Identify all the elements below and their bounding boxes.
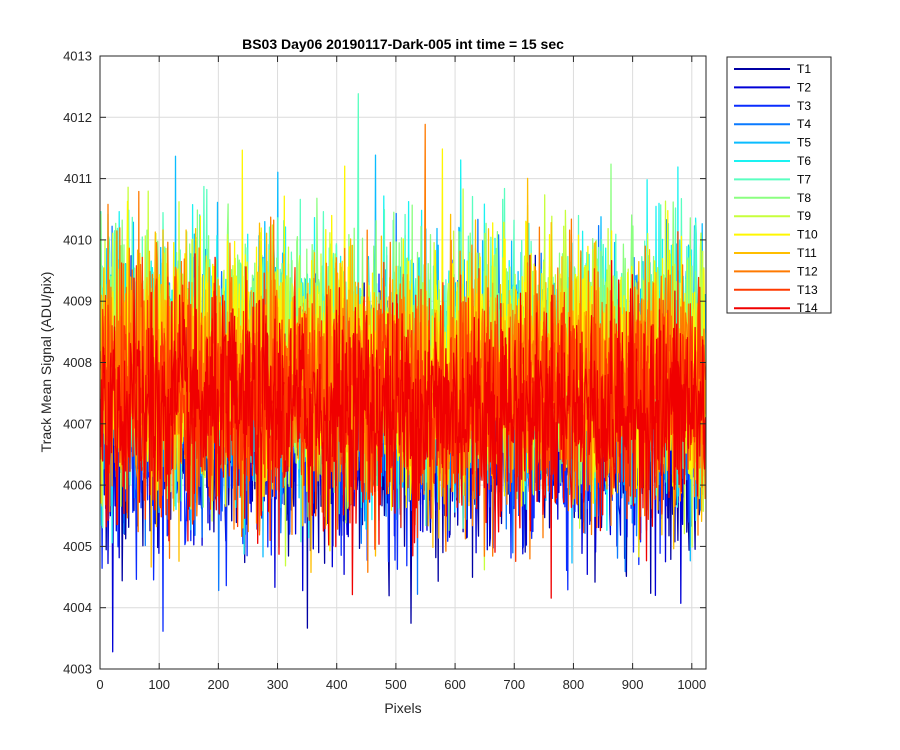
legend-label-t5: T5: [797, 136, 811, 150]
y-tick-label: 4007: [63, 416, 92, 431]
y-tick-label: 4011: [64, 171, 92, 186]
legend-box: [726, 56, 832, 314]
x-tick-label: 700: [503, 677, 525, 692]
chart-title: BS03 Day06 20190117-Dark-005 int time = …: [242, 36, 564, 52]
legend: T1 T2 T3 T4 T5 T6 T7 T8 T9 T10 T11 T12 T13 T14: [726, 56, 832, 315]
x-axis-label: Pixels: [384, 700, 421, 716]
x-tick-label: 200: [208, 677, 230, 692]
y-tick-label: 4003: [63, 662, 92, 677]
series-group: [99, 93, 707, 653]
x-tick-label: 900: [622, 677, 644, 692]
x-tick-label: 800: [563, 677, 585, 692]
x-tick-label: 600: [444, 677, 466, 692]
y-tick-label: 4004: [63, 600, 92, 615]
legend-label-t13: T13: [797, 283, 818, 297]
legend-label-t4: T4: [797, 117, 811, 131]
legend-label-t2: T2: [797, 80, 811, 94]
x-tick-label: 500: [385, 677, 407, 692]
ticks: [99, 55, 706, 670]
legend-label-t8: T8: [797, 191, 811, 205]
tick-labels: 0 100 200 300 400 500 600 700 800 900 1000 4003 4004…: [63, 49, 706, 693]
y-tick-label: 4005: [63, 539, 92, 554]
y-axis-label: Track Mean Signal (ADU/pix): [38, 272, 54, 453]
x-tick-label: 100: [148, 677, 170, 692]
series-line-t14: [99, 253, 707, 599]
y-tick-label: 4008: [63, 355, 92, 370]
legend-label-t6: T6: [797, 154, 811, 168]
x-tick-label: 1000: [677, 677, 706, 692]
legend-label-t12: T12: [797, 264, 818, 278]
y-tick-label: 4006: [63, 478, 92, 493]
y-tick-label: 4012: [63, 110, 92, 125]
legend-label-t14: T14: [797, 301, 818, 315]
y-tick-label: 4010: [63, 232, 92, 247]
legend-label-t3: T3: [797, 99, 811, 113]
legend-label-t11: T11: [797, 246, 817, 260]
x-tick-label: 0: [96, 677, 103, 692]
legend-label-t1: T1: [797, 62, 811, 76]
legend-label-t7: T7: [797, 172, 811, 186]
legend-label-t10: T10: [797, 228, 818, 242]
y-tick-label: 4009: [63, 294, 92, 309]
legend-label-t9: T9: [797, 209, 811, 223]
x-tick-label: 400: [326, 677, 348, 692]
x-tick-label: 300: [267, 677, 289, 692]
y-tick-label: 4013: [63, 49, 92, 64]
